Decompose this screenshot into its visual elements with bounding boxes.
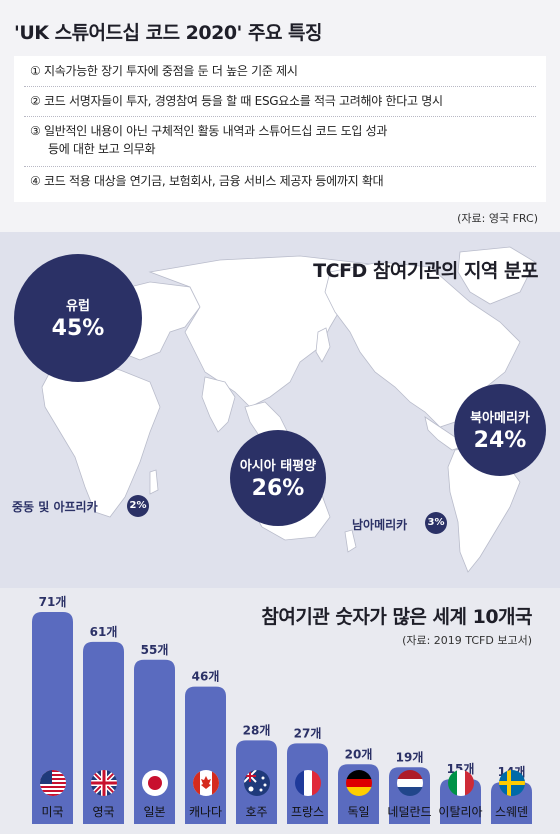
- region-label: 북아메리카: [470, 411, 530, 426]
- bar-value-label: 19개: [396, 750, 424, 764]
- bar-chart-title: 참여기관 숫자가 많은 세계 10개국: [261, 606, 532, 628]
- country-label: 호주: [245, 805, 268, 819]
- bar-value-label: 28개: [243, 723, 271, 737]
- country-label: 네덜란드: [387, 805, 432, 819]
- germany-flag-icon: [345, 770, 372, 796]
- country-label: 프랑스: [290, 805, 325, 819]
- feature-item-4: ④ 코드 적용 대상을 연기금, 보험회사, 금융 서비스 제공자 등에까지 확…: [30, 174, 384, 188]
- region-label: 아시아 태평양: [239, 459, 317, 474]
- country-label: 미국: [41, 805, 64, 819]
- divider: [24, 166, 536, 167]
- uk-flag-icon: [90, 770, 117, 796]
- new-zealand-landmass: [344, 529, 357, 553]
- feature-list: ① 지속가능한 장기 투자에 중점을 둔 더 높은 기준 제시 ② 코드 서명자…: [14, 56, 546, 202]
- greenland-landmass: [457, 246, 536, 305]
- usa-flag-icon: [39, 770, 66, 796]
- page-title: 'UK 스튜어드십 코드 2020' 주요 특징: [14, 22, 323, 44]
- bubble-asia-pacific: 아시아 태평양 26%: [230, 430, 326, 526]
- bar-value-label: 55개: [141, 643, 169, 657]
- sweden-flag-icon: [498, 770, 525, 796]
- north-america-landmass: [324, 261, 521, 428]
- bar-10: [491, 782, 532, 824]
- feature-item-2: ② 코드 서명자들이 투자, 경영참여 등을 할 때 ESG요소를 적극 고려해…: [30, 94, 443, 108]
- bubble-middle-east-africa: 2%: [127, 495, 149, 517]
- bubble-south-america: 3%: [425, 512, 447, 534]
- summary-section: 'UK 스튜어드십 코드 2020' 주요 특징 ① 지속가능한 장기 투자에 …: [0, 0, 560, 232]
- india-landmass: [201, 376, 236, 433]
- bubble-north-america: 북아메리카 24%: [454, 384, 546, 476]
- feature-item-3-cont: 등에 대한 보고 의무화: [48, 142, 156, 156]
- map-title: TCFD 참여기관의 지역 분포: [313, 260, 538, 282]
- source-note: (자료: 영국 FRC): [457, 212, 538, 225]
- region-value: 24%: [473, 428, 527, 453]
- netherlands-flag-icon: [396, 770, 423, 796]
- japan-landmass: [315, 327, 331, 363]
- australia-flag-icon: [243, 770, 270, 796]
- bar-value-label: 61개: [90, 625, 118, 639]
- bar-2: [83, 641, 124, 824]
- japan-flag-icon: [141, 770, 168, 796]
- country-label: 일본: [143, 805, 166, 819]
- feature-item-1: ① 지속가능한 장기 투자에 중점을 둔 더 높은 기준 제시: [30, 64, 298, 78]
- label-south-america: 남아메리카: [352, 518, 408, 532]
- madagascar-landmass: [149, 469, 159, 495]
- world-map-section: TCFD 참여기관의 지역 분포 유럽 45% 북아메리카 24% 아시아 태평…: [0, 232, 560, 588]
- divider: [24, 116, 536, 117]
- country-label: 독일: [347, 805, 370, 819]
- bar-3: [134, 659, 175, 824]
- region-value: 26%: [251, 476, 305, 501]
- bar-value-label: 46개: [192, 670, 220, 684]
- bar-1: [32, 612, 73, 824]
- bar-value-label: 71개: [39, 595, 67, 609]
- canada-flag-icon: [192, 770, 219, 796]
- country-label: 스웨덴: [494, 805, 529, 819]
- africa-landmass: [41, 363, 161, 518]
- bar-value-label: 27개: [294, 726, 322, 740]
- bar-value-label: 20개: [345, 747, 373, 761]
- feature-item-3: ③ 일반적인 내용이 아닌 구체적인 활동 내역과 스튜어드십 코드 도입 성과: [30, 124, 388, 138]
- region-label: 유럽: [66, 299, 90, 314]
- italy-flag-icon: [447, 770, 474, 796]
- bar-chart: 71개61개55개46개28개27개20개19개15개14개: [32, 595, 532, 824]
- label-middle-east-africa: 중동 및 아프리카: [12, 500, 98, 514]
- region-value: 45%: [51, 316, 105, 341]
- bar-chart-source: (자료: 2019 TCFD 보고서): [402, 634, 532, 647]
- bubble-europe: 유럽 45%: [14, 254, 142, 382]
- country-label: 캐나다: [188, 805, 223, 819]
- france-flag-icon: [294, 770, 321, 796]
- divider: [24, 86, 536, 87]
- country-label: 영국: [92, 805, 115, 819]
- country-label: 이탈리아: [438, 805, 483, 819]
